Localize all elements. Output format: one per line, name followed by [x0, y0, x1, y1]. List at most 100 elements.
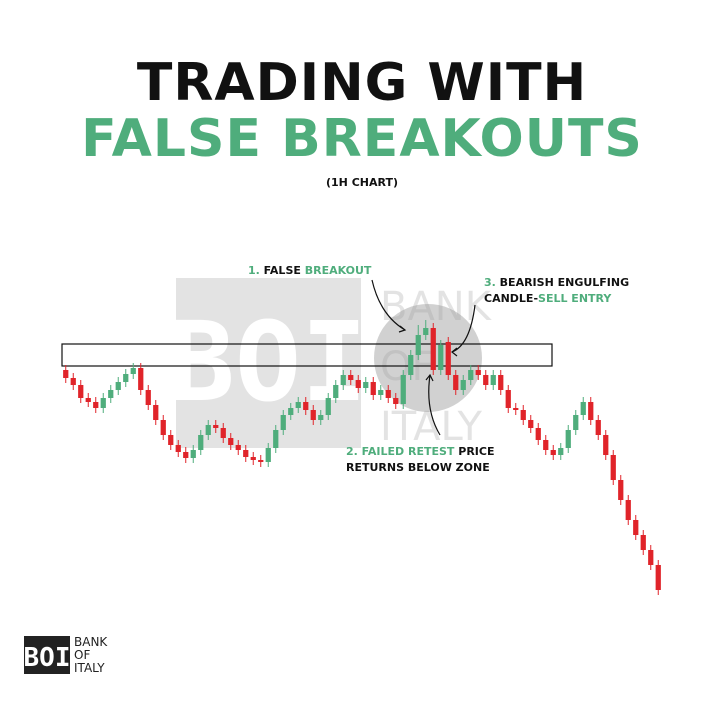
candle-body	[573, 415, 579, 430]
annotation-segment: CANDLE-	[484, 292, 538, 305]
arrow	[451, 304, 476, 353]
candle-body	[348, 375, 354, 380]
candle-body	[595, 420, 601, 435]
annotation-segment: 3.	[484, 276, 500, 289]
candle-body	[108, 390, 114, 398]
candle-body	[310, 410, 316, 420]
logo-block	[24, 636, 70, 674]
candle-body	[243, 450, 249, 457]
annotation-segment: PRICE	[454, 445, 494, 458]
candle-body	[438, 345, 444, 370]
candle-body	[85, 398, 91, 402]
candle-body	[520, 410, 526, 420]
logo-mark: BOI	[24, 643, 71, 673]
candle-body	[385, 390, 391, 398]
candle-body	[445, 342, 451, 375]
candle-body	[603, 435, 609, 455]
candle-body	[400, 375, 406, 404]
annotation-segment: FALSE	[264, 264, 305, 277]
candle-body	[153, 405, 159, 420]
candle-body	[625, 500, 631, 520]
annotation: RETURNS BELOW ZONE	[346, 461, 490, 474]
candle-body	[618, 480, 624, 500]
candle-body	[363, 382, 369, 388]
candle-body	[100, 398, 106, 408]
candle-body	[558, 448, 564, 455]
candle-body	[115, 382, 121, 390]
candle-body	[333, 385, 339, 398]
candle-body	[145, 390, 151, 405]
annotation: 3. BEARISH ENGULFING	[484, 276, 629, 289]
arrow-head	[398, 325, 407, 333]
candle-body	[130, 368, 136, 374]
annotation-segment: BREAKOUT	[305, 264, 372, 277]
candle-body	[258, 460, 264, 462]
candle-body	[468, 370, 474, 380]
candle-body	[408, 355, 414, 375]
candle-body	[78, 385, 84, 398]
candle-body	[168, 435, 174, 445]
annotation-segment: SELL ENTRY	[538, 292, 612, 305]
watermark-mark: BOI	[169, 298, 368, 426]
candle-body	[528, 420, 534, 428]
annotation: 1. FALSE BREAKOUT	[248, 264, 372, 277]
candle-body	[543, 440, 549, 450]
candle-body	[273, 430, 279, 448]
candle-body	[250, 457, 256, 460]
candle-body	[610, 455, 616, 480]
candle-body	[505, 390, 511, 408]
candle-body	[370, 382, 376, 395]
annotation-segment: 1.	[248, 264, 264, 277]
watermark-text: OF	[380, 344, 435, 390]
candle-body	[648, 550, 654, 565]
watermark-block	[176, 278, 361, 448]
candle-body	[70, 378, 76, 385]
arrow-head	[451, 347, 458, 357]
candle-body	[588, 402, 594, 420]
candle-body	[498, 375, 504, 390]
candle-body	[655, 565, 661, 590]
watermark-text: BANK	[380, 284, 493, 330]
annotation: 2. FAILED RETEST PRICE	[346, 445, 494, 458]
watermark: BOI BANK OF ITALY	[169, 278, 493, 450]
candle-body	[633, 520, 639, 535]
title: FALSE BREAKOUTS	[81, 109, 643, 169]
candle-body	[415, 335, 421, 355]
candle-body	[460, 380, 466, 390]
candle-body	[355, 380, 361, 388]
annotations: 1. FALSE BREAKOUT 2. FAILED RETEST PRICE R…	[248, 264, 629, 474]
annotation-segment: BEARISH ENGULFING	[500, 276, 629, 289]
candle-body	[220, 428, 226, 438]
annotation-segment: RETURNS BELOW ZONE	[346, 461, 490, 474]
candle-body	[295, 402, 301, 408]
arrow-head	[425, 373, 434, 382]
logo-text: OF	[74, 648, 90, 662]
candles	[61, 320, 661, 595]
title: TRADING WITH	[137, 53, 587, 113]
arrow	[428, 374, 441, 436]
annotation-segment: 2. FAILED RETEST	[346, 445, 455, 458]
candle-body	[325, 398, 331, 415]
candle-body	[190, 450, 196, 458]
candle-body	[580, 402, 586, 415]
candle-body	[280, 415, 286, 430]
candle-body	[93, 402, 99, 408]
logo-text: ITALY	[74, 661, 105, 675]
candle-body	[490, 375, 496, 385]
candle-body	[175, 445, 181, 452]
candle-body	[265, 448, 271, 462]
candle-body	[565, 430, 571, 448]
candle-body	[340, 375, 346, 385]
candle-body	[160, 420, 166, 435]
candle-body	[453, 375, 459, 390]
logo: BOI BANK OF ITALY	[24, 635, 109, 675]
candle-body	[198, 435, 204, 450]
candle-body	[205, 425, 211, 435]
candle-body	[393, 398, 399, 404]
arrows	[371, 279, 476, 436]
candle-body	[123, 374, 129, 382]
candle-body	[213, 425, 219, 428]
candle-body	[483, 375, 489, 385]
candle-body	[183, 452, 189, 458]
